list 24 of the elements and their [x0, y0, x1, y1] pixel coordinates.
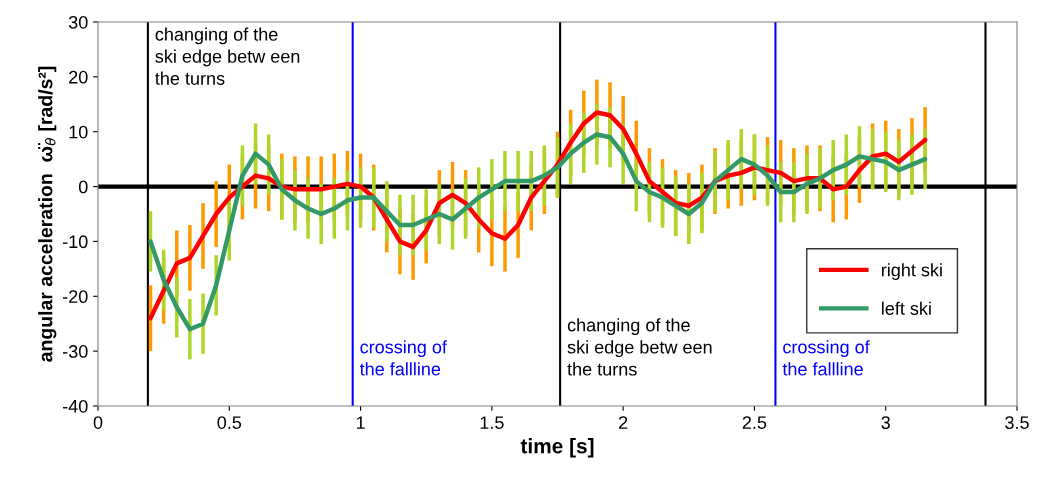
annotation: changing of the ski edge betw een the turns	[155, 27, 300, 85]
y-axis-title: angular acceleration ω̈$_{θ}$ [rad/s²]	[38, 66, 57, 362]
y-tick-label: 0	[78, 180, 88, 194]
x-tick-label: 2	[619, 416, 628, 429]
annotation: changing of the ski edge betw een the turns	[567, 318, 712, 376]
x-tick-label: 0.5	[217, 416, 242, 429]
x-tick-label: 1.5	[480, 416, 504, 429]
y-tick-label: 30	[68, 15, 88, 29]
y-tick-label: -10	[62, 235, 88, 249]
legend-label: right ski	[881, 263, 942, 280]
legend-label: left ski	[881, 301, 931, 315]
y-tick-label: -40	[62, 399, 88, 413]
annotation: crossing of the fallline	[359, 340, 447, 376]
x-tick-label: 3	[881, 416, 890, 429]
x-tick-label: 2.5	[742, 416, 767, 429]
x-tick-label: 1	[356, 416, 365, 429]
x-tick-label: 0	[93, 416, 103, 429]
annotation: crossing of the fallline	[782, 340, 870, 376]
y-tick-label: 10	[69, 125, 88, 139]
x-tick-label: 3.5	[1005, 416, 1029, 429]
x-axis-title: time [s]	[520, 438, 594, 458]
y-tick-label: -30	[62, 345, 88, 358]
y-tick-label: 20	[69, 70, 88, 84]
y-tick-label: -20	[62, 290, 88, 304]
